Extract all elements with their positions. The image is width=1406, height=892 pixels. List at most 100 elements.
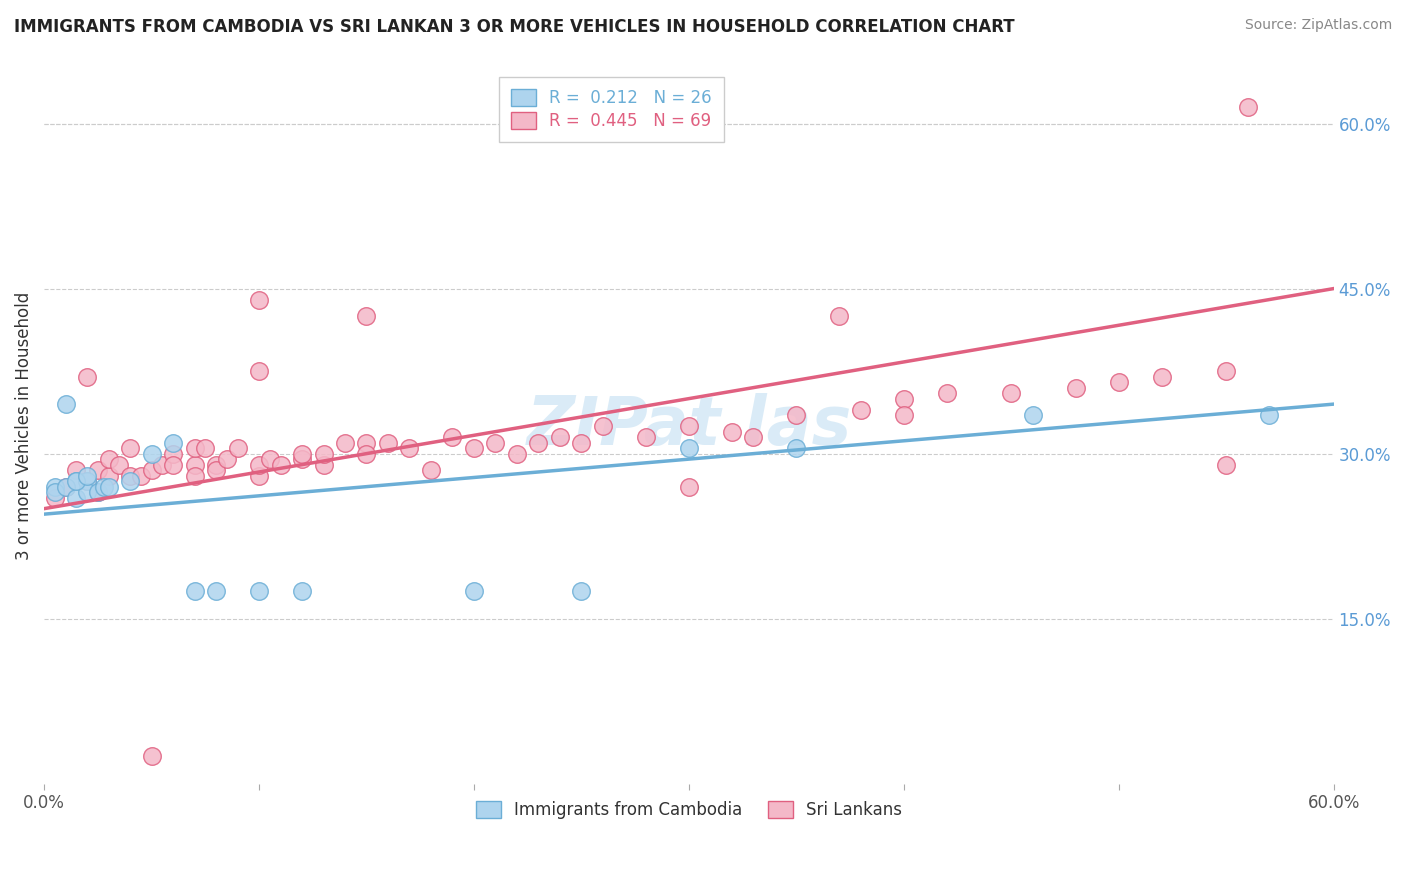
Point — [162, 458, 184, 472]
Point — [226, 441, 249, 455]
Point — [1258, 408, 1281, 422]
Text: IMMIGRANTS FROM CAMBODIA VS SRI LANKAN 3 OR MORE VEHICLES IN HOUSEHOLD CORRELATI: IMMIGRANTS FROM CAMBODIA VS SRI LANKAN 3… — [14, 18, 1015, 36]
Point — [377, 435, 399, 450]
Point — [356, 447, 378, 461]
Point — [742, 430, 765, 444]
Point — [205, 458, 228, 472]
Point — [270, 458, 292, 472]
Point — [441, 430, 464, 444]
Point — [162, 447, 184, 461]
Point — [93, 480, 115, 494]
Point — [205, 463, 228, 477]
Point — [76, 369, 98, 384]
Point — [183, 458, 205, 472]
Point — [678, 441, 700, 455]
Point — [87, 485, 110, 500]
Point — [291, 447, 314, 461]
Point — [247, 584, 270, 599]
Point — [1215, 458, 1237, 472]
Point — [259, 452, 281, 467]
Point — [1150, 369, 1173, 384]
Point — [721, 425, 744, 439]
Point — [44, 485, 66, 500]
Point — [506, 447, 529, 461]
Point — [893, 392, 915, 406]
Point — [247, 458, 270, 472]
Point — [1064, 381, 1087, 395]
Point — [87, 463, 110, 477]
Point — [108, 458, 131, 472]
Point — [935, 386, 957, 401]
Point — [571, 584, 593, 599]
Point — [120, 441, 142, 455]
Text: Source: ZipAtlas.com: Source: ZipAtlas.com — [1244, 18, 1392, 32]
Text: ZIPat las: ZIPat las — [526, 393, 852, 459]
Point — [55, 480, 77, 494]
Point — [785, 408, 807, 422]
Point — [97, 480, 120, 494]
Point — [194, 441, 217, 455]
Legend: Immigrants from Cambodia, Sri Lankans: Immigrants from Cambodia, Sri Lankans — [470, 794, 908, 825]
Point — [634, 430, 657, 444]
Point — [312, 447, 335, 461]
Point — [893, 408, 915, 422]
Point — [65, 474, 87, 488]
Point — [247, 468, 270, 483]
Point — [398, 441, 420, 455]
Point — [76, 485, 98, 500]
Point — [1022, 408, 1045, 422]
Point — [849, 402, 872, 417]
Point — [97, 468, 120, 483]
Point — [420, 463, 443, 477]
Point — [44, 480, 66, 494]
Point — [828, 309, 851, 323]
Point — [215, 452, 238, 467]
Point — [678, 419, 700, 434]
Point — [65, 474, 87, 488]
Point — [247, 364, 270, 378]
Point — [1236, 100, 1258, 114]
Point — [548, 430, 571, 444]
Point — [65, 463, 87, 477]
Point — [55, 480, 77, 494]
Point — [463, 441, 485, 455]
Point — [571, 435, 593, 450]
Y-axis label: 3 or more Vehicles in Household: 3 or more Vehicles in Household — [15, 292, 32, 560]
Point — [76, 474, 98, 488]
Point — [129, 468, 152, 483]
Point — [120, 474, 142, 488]
Point — [141, 447, 163, 461]
Point — [291, 452, 314, 467]
Point — [678, 480, 700, 494]
Point — [356, 435, 378, 450]
Point — [205, 584, 228, 599]
Point — [44, 491, 66, 505]
Point — [1215, 364, 1237, 378]
Point — [150, 458, 173, 472]
Point — [76, 474, 98, 488]
Point — [87, 485, 110, 500]
Point — [141, 463, 163, 477]
Point — [785, 441, 807, 455]
Point — [76, 468, 98, 483]
Point — [484, 435, 506, 450]
Point — [55, 397, 77, 411]
Point — [141, 749, 163, 764]
Point — [65, 491, 87, 505]
Point — [120, 468, 142, 483]
Point — [183, 584, 205, 599]
Point — [183, 441, 205, 455]
Point — [162, 435, 184, 450]
Point — [1000, 386, 1022, 401]
Point — [333, 435, 356, 450]
Point — [183, 468, 205, 483]
Point — [356, 309, 378, 323]
Point — [247, 293, 270, 307]
Point — [592, 419, 614, 434]
Point — [1108, 375, 1130, 389]
Point — [527, 435, 550, 450]
Point — [97, 452, 120, 467]
Point — [291, 584, 314, 599]
Point — [312, 458, 335, 472]
Point — [463, 584, 485, 599]
